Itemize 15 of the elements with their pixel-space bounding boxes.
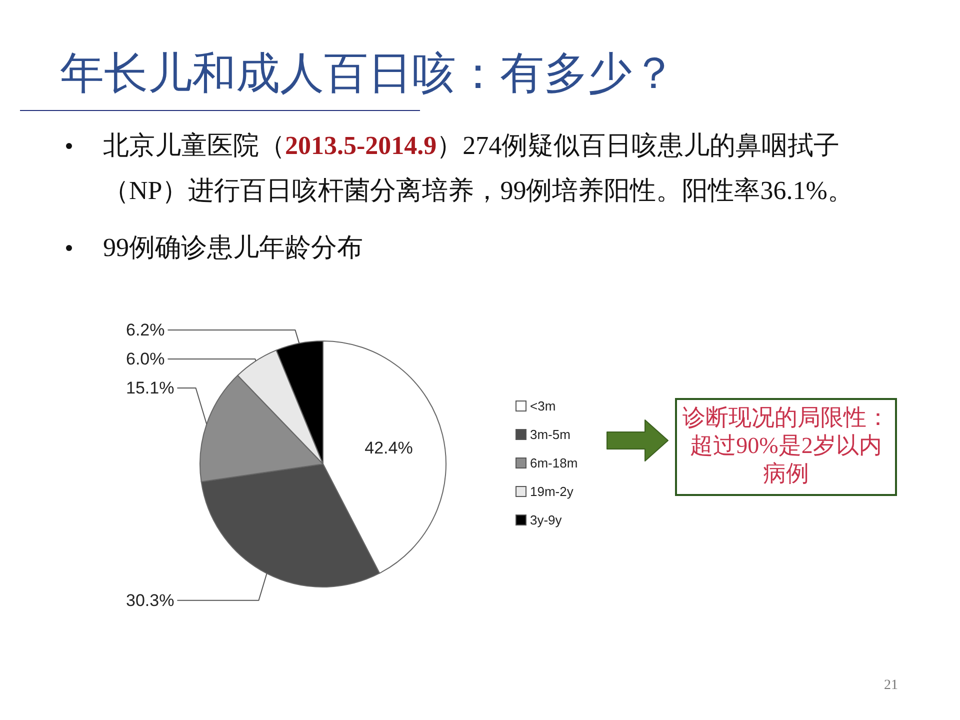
text: 诊断现况的局限性：超过90%是2岁以内病例 xyxy=(682,404,890,488)
data-label: 42.4% xyxy=(364,438,413,458)
chart-title: 年长儿和成人百日咳：有多少？ xyxy=(60,48,676,100)
data-label: 6.2% xyxy=(126,320,165,340)
text: 99例确诊患儿年龄分布 xyxy=(103,232,364,264)
legend-label: 3m-5m xyxy=(530,427,570,442)
data-label: 6.0% xyxy=(126,350,165,368)
data-label: 30.3% xyxy=(126,590,174,610)
legend-label: 3y-9y xyxy=(530,512,562,528)
text: 21 xyxy=(883,677,899,695)
data-label: 15.1% xyxy=(126,378,174,398)
legend-label: <3m xyxy=(530,398,556,414)
text: 北京儿童医院（2013.5-2014.9）274例疑似百日咳患儿的鼻咽拭子（NP）进行百日咳杆菌分离培养，99例培养阳性。阳性率36.1%。 xyxy=(103,130,854,207)
legend-label: 19m-2y xyxy=(530,484,574,499)
legend-label: 6m-18m xyxy=(530,456,578,470)
